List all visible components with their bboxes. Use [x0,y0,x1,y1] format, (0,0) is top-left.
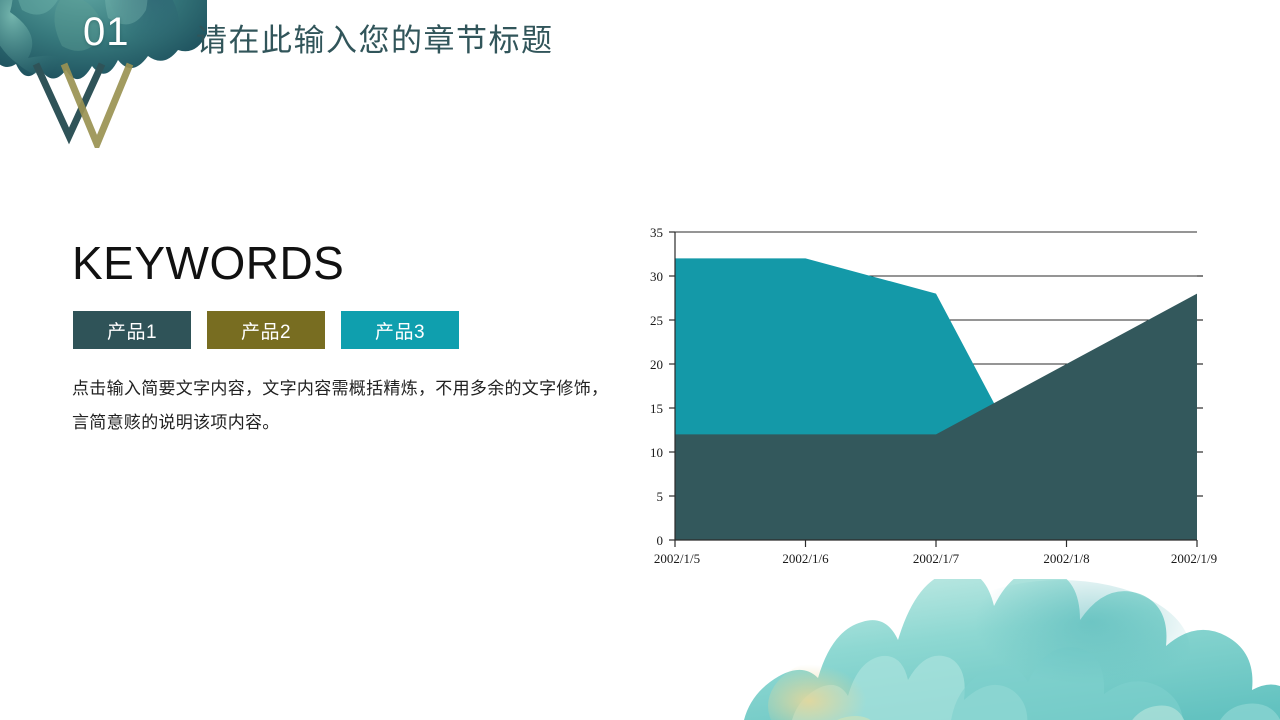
chart-series-area-2 [675,293,1197,540]
product-tag-1-label: 产品1 [106,321,158,343]
chevron-olive-stroke [60,62,134,148]
section-number: 01 [83,10,130,54]
product-tag-3-label: 产品3 [374,321,426,343]
keywords-heading: KEYWORDS [72,237,345,289]
slide-title: 请在此输入您的章节标题 [196,23,554,58]
ink-blob-top-left-image [0,0,207,128]
area-chart[interactable]: 0 5 10 15 20 25 30 35 2002/1/5 2002/1/6 … [625,214,1225,579]
chart-y-tick-labels: 0 5 10 15 20 25 30 35 [650,225,663,548]
y-tick-label: 10 [650,445,663,460]
y-tick-label: 30 [650,269,663,284]
x-tick-label: 2002/1/8 [1043,551,1089,566]
product-tag-3[interactable]: 产品3 [341,311,459,349]
y-tick-label: 15 [650,401,663,416]
y-tick-label: 5 [657,489,664,504]
product-tag-2[interactable]: 产品2 [207,311,325,349]
x-tick-label: 2002/1/7 [913,551,960,566]
chart-x-tick-labels: 2002/1/5 2002/1/6 2002/1/7 2002/1/8 2002… [654,551,1217,566]
x-tick-label: 2002/1/6 [782,551,829,566]
chart-card: 0 5 10 15 20 25 30 35 2002/1/5 2002/1/6 … [625,214,1225,579]
body-paragraph: 点击输入简要文字内容，文字内容需概括精炼，不用多余的文字修饰，言简意赅的说明该项… [72,379,609,432]
chevron-logo-icon [24,58,139,148]
x-tick-label: 2002/1/9 [1171,551,1217,566]
product-tag-group: 产品1 产品2 产品3 [73,311,459,349]
product-tag-2-label: 产品2 [240,321,292,343]
chart-y-tick-marks [669,231,675,541]
y-tick-label: 25 [650,313,663,328]
product-tag-1[interactable]: 产品1 [73,311,191,349]
x-tick-label: 2002/1/5 [654,551,700,566]
y-tick-label: 20 [650,357,663,372]
chevron-dark-stroke [32,62,106,145]
y-tick-label: 35 [650,225,663,240]
y-tick-label: 0 [657,533,664,548]
ink-blob-bottom-right-image [650,510,1280,720]
chart-right-tick-marks [1197,275,1203,497]
chart-x-tick-marks [674,540,1198,547]
